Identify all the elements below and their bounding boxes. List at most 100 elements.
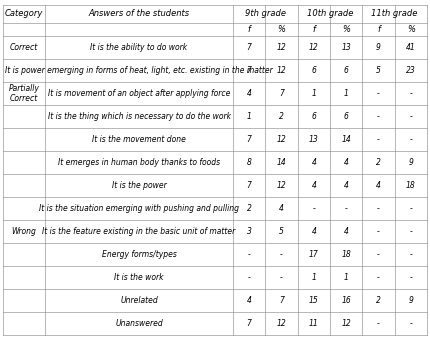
Text: 12: 12 <box>276 319 286 328</box>
Text: 2: 2 <box>247 204 252 213</box>
Text: 41: 41 <box>406 43 416 52</box>
Text: 9th grade: 9th grade <box>245 9 286 19</box>
Text: 2: 2 <box>279 112 284 121</box>
Text: 4: 4 <box>279 204 284 213</box>
Text: 12: 12 <box>276 181 286 190</box>
Text: It emerges in human body thanks to foods: It emerges in human body thanks to foods <box>58 158 220 167</box>
Text: 14: 14 <box>276 158 286 167</box>
Text: f: f <box>377 25 380 34</box>
Text: 7: 7 <box>247 66 252 75</box>
Text: 13: 13 <box>341 43 351 52</box>
Text: -: - <box>409 135 412 144</box>
Text: It is the feature existing in the basic unit of matter: It is the feature existing in the basic … <box>43 227 236 236</box>
Text: -: - <box>377 135 380 144</box>
Text: -: - <box>409 112 412 121</box>
Text: 6: 6 <box>311 112 316 121</box>
Text: 3: 3 <box>247 227 252 236</box>
Text: -: - <box>377 112 380 121</box>
Text: 12: 12 <box>276 135 286 144</box>
Text: 4: 4 <box>247 89 252 98</box>
Text: 1: 1 <box>344 89 349 98</box>
Text: Unanswered: Unanswered <box>115 319 163 328</box>
Text: 12: 12 <box>276 66 286 75</box>
Text: 12: 12 <box>309 43 319 52</box>
Text: -: - <box>280 250 283 259</box>
Text: It is the power: It is the power <box>112 181 166 190</box>
Text: -: - <box>280 273 283 282</box>
Text: 23: 23 <box>406 66 416 75</box>
Text: %: % <box>342 25 350 34</box>
Text: 4: 4 <box>376 181 381 190</box>
Text: 18: 18 <box>341 250 351 259</box>
Text: 2: 2 <box>376 158 381 167</box>
Text: 4: 4 <box>344 227 349 236</box>
Text: -: - <box>409 250 412 259</box>
Text: 8: 8 <box>247 158 252 167</box>
Text: 7: 7 <box>279 89 284 98</box>
Text: -: - <box>409 319 412 328</box>
Text: -: - <box>377 204 380 213</box>
Text: 10th grade: 10th grade <box>307 9 353 19</box>
Text: %: % <box>407 25 415 34</box>
Text: -: - <box>248 273 251 282</box>
Text: 16: 16 <box>341 296 351 305</box>
Text: 1: 1 <box>311 89 316 98</box>
Text: Correct: Correct <box>10 43 38 52</box>
Text: 17: 17 <box>309 250 319 259</box>
Text: 7: 7 <box>247 43 252 52</box>
Text: 4: 4 <box>344 158 349 167</box>
Text: 4: 4 <box>247 296 252 305</box>
Text: Energy forms/types: Energy forms/types <box>101 250 176 259</box>
Text: 6: 6 <box>311 66 316 75</box>
Text: 9: 9 <box>408 158 413 167</box>
Text: 4: 4 <box>311 181 316 190</box>
Text: 9: 9 <box>408 296 413 305</box>
Text: 15: 15 <box>309 296 319 305</box>
Text: 9: 9 <box>376 43 381 52</box>
Text: 4: 4 <box>311 227 316 236</box>
Text: %: % <box>277 25 286 34</box>
Text: 14: 14 <box>341 135 351 144</box>
Text: 7: 7 <box>247 135 252 144</box>
Text: It is the ability to do work: It is the ability to do work <box>90 43 187 52</box>
Text: 12: 12 <box>341 319 351 328</box>
Text: -: - <box>409 273 412 282</box>
Text: -: - <box>409 89 412 98</box>
Text: Answers of the students: Answers of the students <box>89 9 190 19</box>
Text: It is the work: It is the work <box>114 273 164 282</box>
Text: 6: 6 <box>344 112 349 121</box>
Text: It is power emerging in forms of heat, light, etc. existing in the matter: It is power emerging in forms of heat, l… <box>5 66 273 75</box>
Text: 5: 5 <box>376 66 381 75</box>
Text: -: - <box>248 250 251 259</box>
Text: -: - <box>377 250 380 259</box>
Text: 7: 7 <box>279 296 284 305</box>
Text: It is movement of an object after applying force: It is movement of an object after applyi… <box>48 89 230 98</box>
Text: 11th grade: 11th grade <box>372 9 418 19</box>
Text: 1: 1 <box>311 273 316 282</box>
Text: 4: 4 <box>344 181 349 190</box>
Text: 13: 13 <box>309 135 319 144</box>
Text: -: - <box>377 89 380 98</box>
Text: 18: 18 <box>406 181 416 190</box>
Text: f: f <box>248 25 251 34</box>
Text: f: f <box>312 25 315 34</box>
Text: It is the situation emerging with pushing and pulling: It is the situation emerging with pushin… <box>39 204 239 213</box>
Text: -: - <box>409 227 412 236</box>
Text: 7: 7 <box>247 319 252 328</box>
Text: Wrong: Wrong <box>12 227 37 236</box>
Text: 1: 1 <box>247 112 252 121</box>
Text: -: - <box>377 319 380 328</box>
Text: 12: 12 <box>276 43 286 52</box>
Text: It is the movement done: It is the movement done <box>92 135 186 144</box>
Text: 4: 4 <box>311 158 316 167</box>
Text: -: - <box>377 273 380 282</box>
Text: 11: 11 <box>309 319 319 328</box>
Text: -: - <box>345 204 347 213</box>
Text: 1: 1 <box>344 273 349 282</box>
Text: -: - <box>377 227 380 236</box>
Text: Unrelated: Unrelated <box>120 296 158 305</box>
Text: Partially
Correct: Partially Correct <box>9 84 40 103</box>
Text: Category: Category <box>5 9 43 19</box>
Text: It is the thing which is necessary to do the work: It is the thing which is necessary to do… <box>47 112 230 121</box>
Text: 6: 6 <box>344 66 349 75</box>
